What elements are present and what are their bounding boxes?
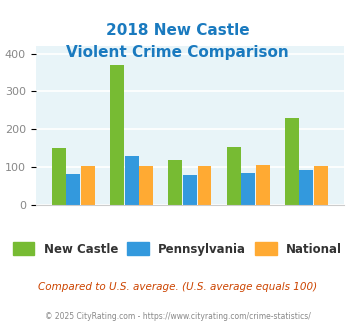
Legend: New Castle, Pennsylvania, National: New Castle, Pennsylvania, National [13, 242, 342, 256]
Bar [125, 156, 139, 205]
Bar [300, 170, 313, 205]
Bar [139, 166, 153, 205]
Bar [314, 166, 328, 205]
Bar [81, 166, 95, 205]
Bar [110, 65, 124, 205]
Bar [197, 166, 212, 205]
Text: Compared to U.S. average. (U.S. average equals 100): Compared to U.S. average. (U.S. average … [38, 282, 317, 292]
Bar [226, 147, 241, 205]
Text: © 2025 CityRating.com - https://www.cityrating.com/crime-statistics/: © 2025 CityRating.com - https://www.city… [45, 312, 310, 321]
Bar [285, 118, 299, 205]
Bar [52, 148, 66, 205]
Text: 2018 New Castle: 2018 New Castle [106, 23, 249, 38]
Bar [241, 173, 255, 205]
Text: Violent Crime Comparison: Violent Crime Comparison [66, 45, 289, 59]
Bar [256, 165, 270, 205]
Bar [183, 175, 197, 205]
Bar [66, 174, 80, 205]
Bar [168, 160, 182, 205]
